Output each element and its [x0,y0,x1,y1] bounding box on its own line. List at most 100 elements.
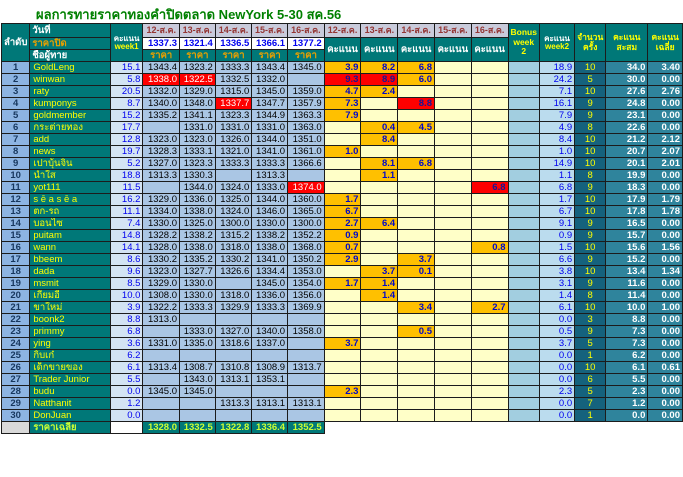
bonus-week2-cell[interactable] [507,313,540,326]
price-guess[interactable]: 1335.0 [179,337,216,350]
guess-count[interactable]: 9 [574,229,607,242]
predictor-name[interactable]: Trader Junior [29,373,111,386]
day-score[interactable] [433,409,472,422]
predictor-name[interactable]: เกี้ยมอี๋ [29,289,111,302]
avg-score[interactable]: 0.61 [647,361,683,374]
price-guess[interactable] [179,349,216,362]
week2-score[interactable]: 1.5 [538,241,576,254]
day-score[interactable] [433,241,472,254]
week1-score[interactable]: 11.5 [109,181,144,194]
week1-score[interactable]: 5.8 [109,73,144,86]
day-score[interactable] [433,373,472,386]
day-score[interactable] [470,397,509,410]
guess-count[interactable]: 9 [574,253,607,266]
guess-count[interactable]: 8 [574,289,607,302]
day-score[interactable] [470,157,509,170]
price-guess[interactable]: 1330.0 [179,277,216,290]
day-score[interactable] [470,349,509,362]
price-guess[interactable]: 1336.0 [179,193,216,206]
week2-score[interactable]: 0.0 [538,361,576,374]
day-score[interactable] [470,97,509,110]
week1-score[interactable]: 3.9 [109,301,144,314]
price-guess[interactable]: 1359.0 [287,85,325,98]
bonus-week2-cell[interactable] [507,85,540,98]
day-score[interactable]: 4.5 [397,121,435,134]
price-guess[interactable]: 1368.0 [287,241,325,254]
week1-score[interactable]: 7.4 [109,217,144,230]
day-score[interactable] [397,229,435,242]
avg-score[interactable]: 1.78 [647,205,683,218]
total-score[interactable]: 0.0 [605,409,649,422]
row-rank[interactable]: 8 [0,145,31,158]
day-score[interactable]: 3.7 [397,253,435,266]
week1-score[interactable]: 1.2 [109,397,144,410]
day-score[interactable]: 6.8 [397,61,435,74]
day-score[interactable] [397,373,435,386]
week2-score[interactable]: 7.9 [538,109,576,122]
total-score[interactable]: 15.2 [605,253,649,266]
day-score[interactable] [360,313,399,326]
day-score[interactable] [323,373,362,386]
price-guess[interactable] [287,349,325,362]
day-score[interactable] [433,253,472,266]
bonus-week2-cell[interactable] [507,301,540,314]
bonus-week2-cell[interactable] [507,349,540,362]
row-rank[interactable]: 19 [0,277,31,290]
week2-score[interactable]: 0.0 [538,409,576,422]
day-score[interactable] [433,205,472,218]
day-score[interactable] [470,253,509,266]
day-score[interactable] [433,301,472,314]
day-score[interactable] [397,277,435,290]
day-score[interactable]: 1.4 [360,289,399,302]
day-score[interactable]: 1.4 [360,277,399,290]
day-score[interactable]: 2.3 [323,385,362,398]
day-score[interactable] [360,241,399,254]
day-score[interactable] [470,85,509,98]
price-guess[interactable]: 1329.0 [179,85,216,98]
day-score[interactable] [397,241,435,254]
price-guess[interactable]: 1329.0 [142,277,180,290]
week2-score[interactable]: 0.0 [538,313,576,326]
week2-score[interactable]: 0.9 [538,229,576,242]
price-guess[interactable]: 1333.0 [251,181,289,194]
price-guess[interactable]: 1326.0 [214,133,253,146]
predictor-name[interactable]: wann [29,241,111,254]
day-score[interactable] [433,217,472,230]
avg-score[interactable]: 0.00 [647,253,683,266]
price-guess[interactable]: 1327.7 [179,265,216,278]
bonus-week2-cell[interactable] [507,97,540,110]
bonus-week2-cell[interactable] [507,229,540,242]
predictor-name[interactable]: DonJuan [29,409,111,422]
day-score[interactable] [433,337,472,350]
total-score[interactable]: 22.6 [605,121,649,134]
row-rank[interactable]: 9 [0,157,31,170]
day-score[interactable]: 2.7 [470,301,509,314]
row-rank[interactable]: 23 [0,325,31,338]
day-score[interactable] [397,109,435,122]
price-guess[interactable]: 1374.0 [287,181,325,194]
row-rank[interactable]: 2 [0,73,31,86]
avg-score[interactable]: 2.12 [647,133,683,146]
price-guess[interactable] [251,409,289,422]
week1-score[interactable]: 12.8 [109,133,144,146]
day-score[interactable] [433,229,472,242]
guess-count[interactable]: 5 [574,385,607,398]
predictor-name[interactable]: msmit [29,277,111,290]
day-score[interactable] [360,145,399,158]
day-score[interactable] [323,181,362,194]
price-guess[interactable] [142,349,180,362]
day-score[interactable]: 7.3 [323,97,362,110]
predictor-name[interactable]: yot111 [29,181,111,194]
price-guess[interactable] [214,409,253,422]
total-score[interactable]: 7.3 [605,325,649,338]
total-score[interactable]: 7.3 [605,337,649,350]
price-guess[interactable] [251,385,289,398]
week2-score[interactable]: 0.0 [538,349,576,362]
price-guess[interactable]: 1333.0 [179,325,216,338]
day-score[interactable] [433,145,472,158]
avg-score[interactable]: 0.00 [647,373,683,386]
day-score[interactable] [470,409,509,422]
predictor-name[interactable]: boonk2 [29,313,111,326]
price-guess[interactable]: 1315.0 [214,85,253,98]
bonus-week2-cell[interactable] [507,61,540,74]
